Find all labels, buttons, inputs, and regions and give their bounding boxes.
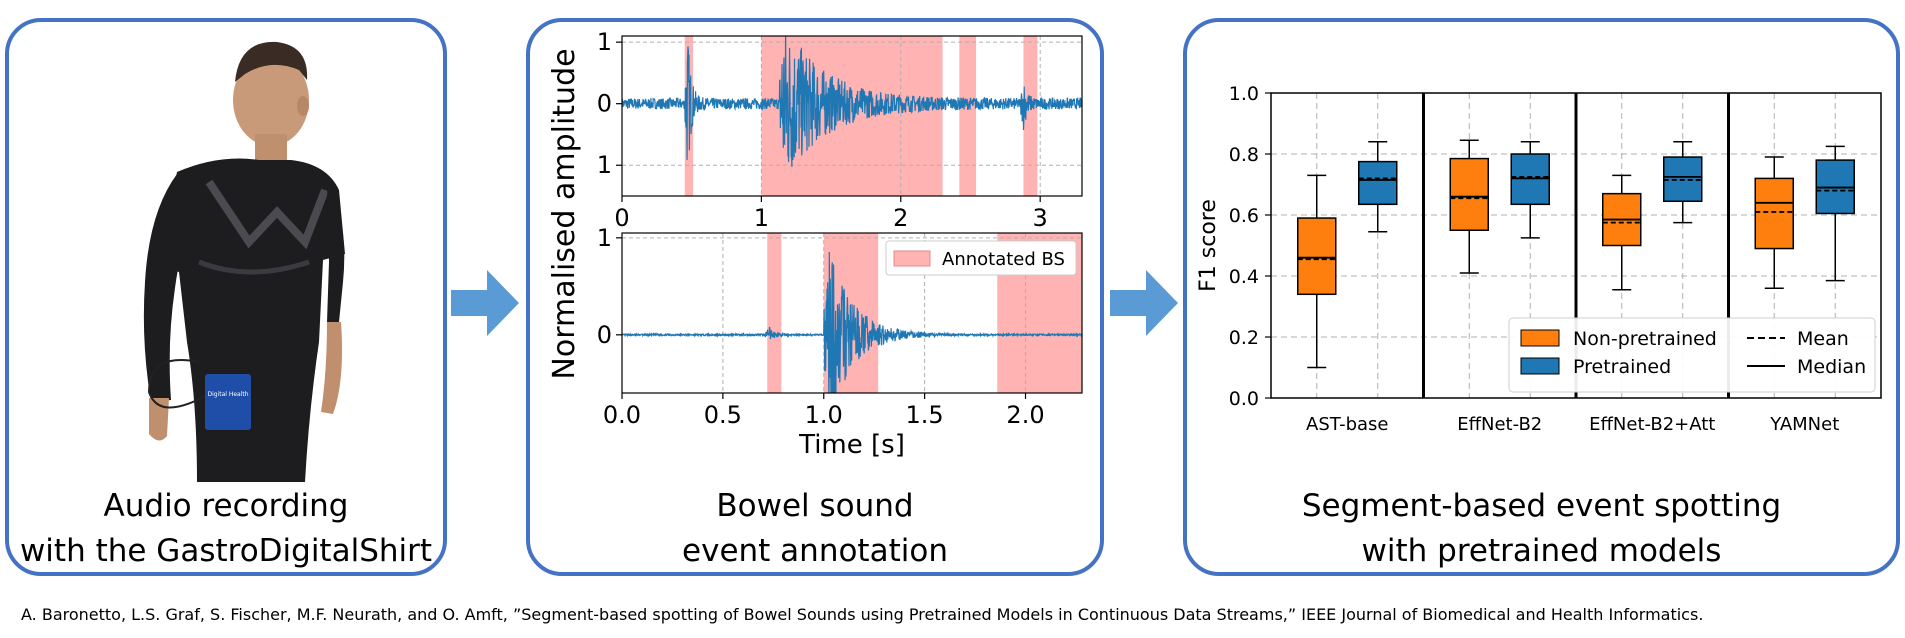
recorder-badge-text: Digital Health [207, 391, 248, 398]
y-tick-label: 0 [597, 90, 612, 118]
x-tick-label: 1.5 [906, 401, 944, 429]
annotated-region [1023, 36, 1038, 196]
y-tick-label: 1 [597, 224, 612, 252]
plot-frame [1270, 92, 1882, 399]
annotation-caption: Bowel sound event annotation [530, 484, 1100, 574]
box-pretrained-4 [1815, 145, 1855, 282]
spotting-panel: 0.0 0.2 0.4 0.6 0.8 1.0 AST-base EffNet-B2 EffNe… [1183, 18, 1900, 576]
x-tick-label: 0 [614, 204, 629, 232]
y-tick-label: 0.2 [1229, 327, 1259, 349]
spotting-caption-line2: with pretrained models [1361, 533, 1722, 569]
x-tick-label: 3 [1033, 204, 1048, 232]
x-tick-label: 0.5 [704, 401, 742, 429]
y-tick-label: 0.8 [1229, 144, 1259, 166]
annotation-panel: 0 1 2 3 1 0 1 0.0 0.5 1.0 1.5 2.0 1 0 Annotated BS Time… [526, 18, 1104, 576]
legend-label: Mean [1797, 328, 1849, 350]
annotation-caption-line2: event annotation [682, 533, 948, 569]
arrow-right-icon [1110, 270, 1178, 336]
box-pretrained-2 [1510, 141, 1550, 239]
x-tick-label: 2 [893, 204, 908, 232]
category-label: EffNet-B2 [1457, 414, 1542, 435]
spotting-caption-line1: Segment-based event spotting [1301, 488, 1782, 524]
legend-box [1508, 317, 1876, 393]
signal-trace [622, 251, 1082, 393]
y-tick-label: 0.4 [1229, 266, 1259, 288]
f1-boxplot-chart: 0.0 0.2 0.4 0.6 0.8 1.0 AST-base EffNet-B2 EffNe… [1196, 83, 1882, 435]
box-non-pretrained-4 [1754, 156, 1794, 289]
y-axis-label: Normalised amplitude [547, 48, 582, 379]
annotated-region [767, 233, 782, 393]
legend-swatch [893, 250, 931, 267]
legend-box [885, 240, 1077, 276]
y-tick-label: 0.6 [1229, 205, 1259, 227]
category-label: EffNet-B2+Att [1589, 414, 1715, 435]
legend-label: Annotated BS [942, 249, 1065, 270]
category-label: YAMNet [1769, 414, 1839, 435]
annotation-caption-line1: Bowel sound [716, 488, 914, 524]
x-tick-label: 2.0 [1006, 401, 1044, 429]
x-tick-label: 1 [754, 204, 769, 232]
y-tick-label: 1.0 [1229, 83, 1259, 105]
plot-frame [621, 232, 1083, 394]
box [1754, 177, 1794, 250]
recording-caption: Audio recording with the GastroDigitalSh… [9, 484, 443, 574]
category-label: AST-base [1306, 414, 1389, 435]
legend-label: Pretrained [1573, 356, 1671, 378]
recording-panel: Digital Health Audio recording with the … [5, 18, 447, 576]
box-pretrained-3 [1663, 141, 1703, 224]
box-pretrained-1 [1358, 141, 1398, 233]
box-non-pretrained-2 [1449, 139, 1489, 274]
signal-plot-2: 0.0 0.5 1.0 1.5 2.0 1 0 Annotated BS Time [s] [597, 224, 1083, 460]
x-tick-label: 0.0 [603, 401, 641, 429]
y-tick-label: 0.0 [1229, 388, 1259, 410]
boxplot: 0.0 0.2 0.4 0.6 0.8 1.0 AST-base EffNet-B2 EffNe… [1196, 83, 1882, 435]
box [1449, 157, 1489, 231]
recording-caption-line2: with the GastroDigitalShirt [19, 533, 433, 569]
legend-label: Median [1797, 356, 1866, 378]
signal-trace [622, 36, 1082, 167]
y-tick-label: 1 [597, 28, 612, 56]
arrow-right-icon [451, 270, 519, 336]
person-photo: Digital Health [143, 41, 345, 482]
x-tick-label: 1.0 [805, 401, 843, 429]
recorder-device [205, 374, 251, 430]
plot-frame [621, 35, 1083, 197]
box-non-pretrained-3 [1602, 174, 1642, 291]
annotated-region [959, 36, 977, 196]
spotting-caption: Segment-based event spotting with pretra… [1187, 484, 1896, 574]
citation: A. Baronetto, L.S. Graf, S. Fischer, M.F… [21, 605, 1704, 624]
y-tick-label: 1 [597, 151, 612, 179]
recording-caption-line1: Audio recording [103, 488, 349, 524]
y-tick-label: 0 [597, 321, 612, 349]
x-axis-label: Time [s] [798, 430, 905, 460]
box-non-pretrained-1 [1297, 174, 1337, 369]
box [1297, 217, 1337, 296]
legend-swatch [1520, 329, 1560, 347]
legend-label: Non-pretrained [1573, 328, 1717, 350]
y-axis-label: F1 score [1196, 199, 1221, 292]
box [1358, 160, 1398, 206]
legend-swatch [1520, 357, 1560, 375]
